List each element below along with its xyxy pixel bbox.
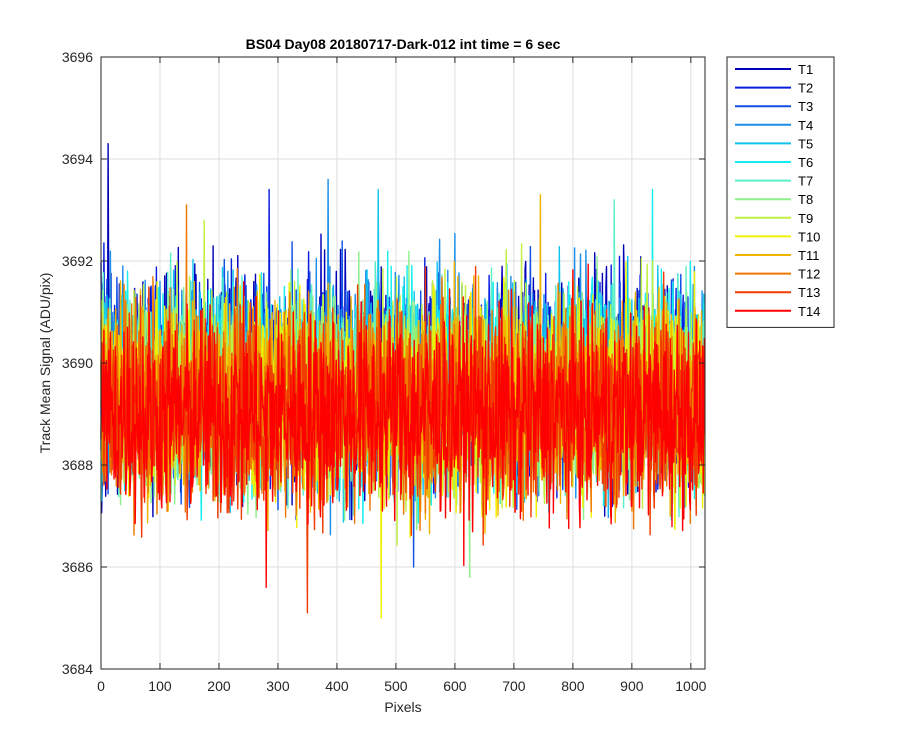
legend: T1 T2 T3 T4 T5 T6 T7 T8 T9 T10 T11 T12 T13 T14 <box>726 56 835 328</box>
legend-label-t7: T7 <box>798 174 813 189</box>
x-tick-label: 500 <box>384 678 408 694</box>
x-tick-label: 900 <box>620 678 644 694</box>
y-tick-label: 3694 <box>62 151 93 167</box>
legend-label-t6: T6 <box>798 155 813 170</box>
legend-label-t5: T5 <box>798 136 813 151</box>
axis-ticks: 0 100 200 300 400 500 600 700 800 900 1000 3684 3686… <box>62 49 707 694</box>
legend-label-t13: T13 <box>798 285 820 300</box>
x-tick-label: 1000 <box>675 678 706 694</box>
chart-title: BS04 Day08 20180717-Dark-012 int time = … <box>246 36 561 52</box>
y-axis-label: Track Mean Signal (ADU/pix) <box>37 273 53 454</box>
x-tick-label: 200 <box>207 678 231 694</box>
x-tick-label: 800 <box>561 678 585 694</box>
x-tick-label: 100 <box>148 678 172 694</box>
x-tick-label: 700 <box>502 678 526 694</box>
legend-label-t12: T12 <box>798 267 820 282</box>
legend-label-t10: T10 <box>798 229 820 244</box>
y-tick-label: 3696 <box>62 49 93 65</box>
legend-label-t4: T4 <box>798 118 813 133</box>
legend-box <box>726 56 835 328</box>
legend-label-t8: T8 <box>798 192 813 207</box>
legend-label-t9: T9 <box>798 211 813 226</box>
legend-label-t11: T11 <box>798 248 819 263</box>
y-tick-label: 3690 <box>62 355 93 371</box>
series-line-t14 <box>100 263 706 589</box>
y-tick-label: 3684 <box>62 661 93 677</box>
x-tick-label: 600 <box>443 678 467 694</box>
series-lines <box>100 143 706 619</box>
x-tick-label: 400 <box>325 678 349 694</box>
y-tick-label: 3692 <box>62 253 93 269</box>
legend-label-t2: T2 <box>798 81 813 96</box>
legend-label-t14: T14 <box>798 304 820 319</box>
legend-label-t1: T1 <box>798 62 813 77</box>
y-tick-label: 3686 <box>62 559 93 575</box>
x-tick-label: 0 <box>97 678 105 694</box>
x-tick-label: 300 <box>266 678 290 694</box>
legend-label-t3: T3 <box>798 99 813 114</box>
x-axis-label: Pixels <box>384 699 421 715</box>
y-tick-label: 3688 <box>62 457 93 473</box>
